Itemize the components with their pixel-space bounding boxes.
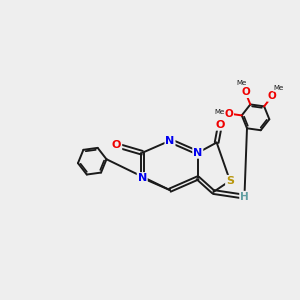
Text: Me: Me [273, 85, 283, 91]
Text: N: N [193, 148, 203, 158]
Text: H: H [240, 192, 249, 202]
Text: Me: Me [237, 80, 247, 86]
Text: O: O [241, 87, 250, 97]
Text: N: N [138, 173, 147, 183]
Text: O: O [112, 140, 122, 150]
Text: O: O [215, 120, 225, 130]
Text: S: S [226, 176, 234, 186]
Text: O: O [224, 109, 233, 118]
Text: N: N [165, 136, 175, 146]
Text: Me: Me [214, 109, 224, 115]
Text: O: O [268, 91, 277, 101]
